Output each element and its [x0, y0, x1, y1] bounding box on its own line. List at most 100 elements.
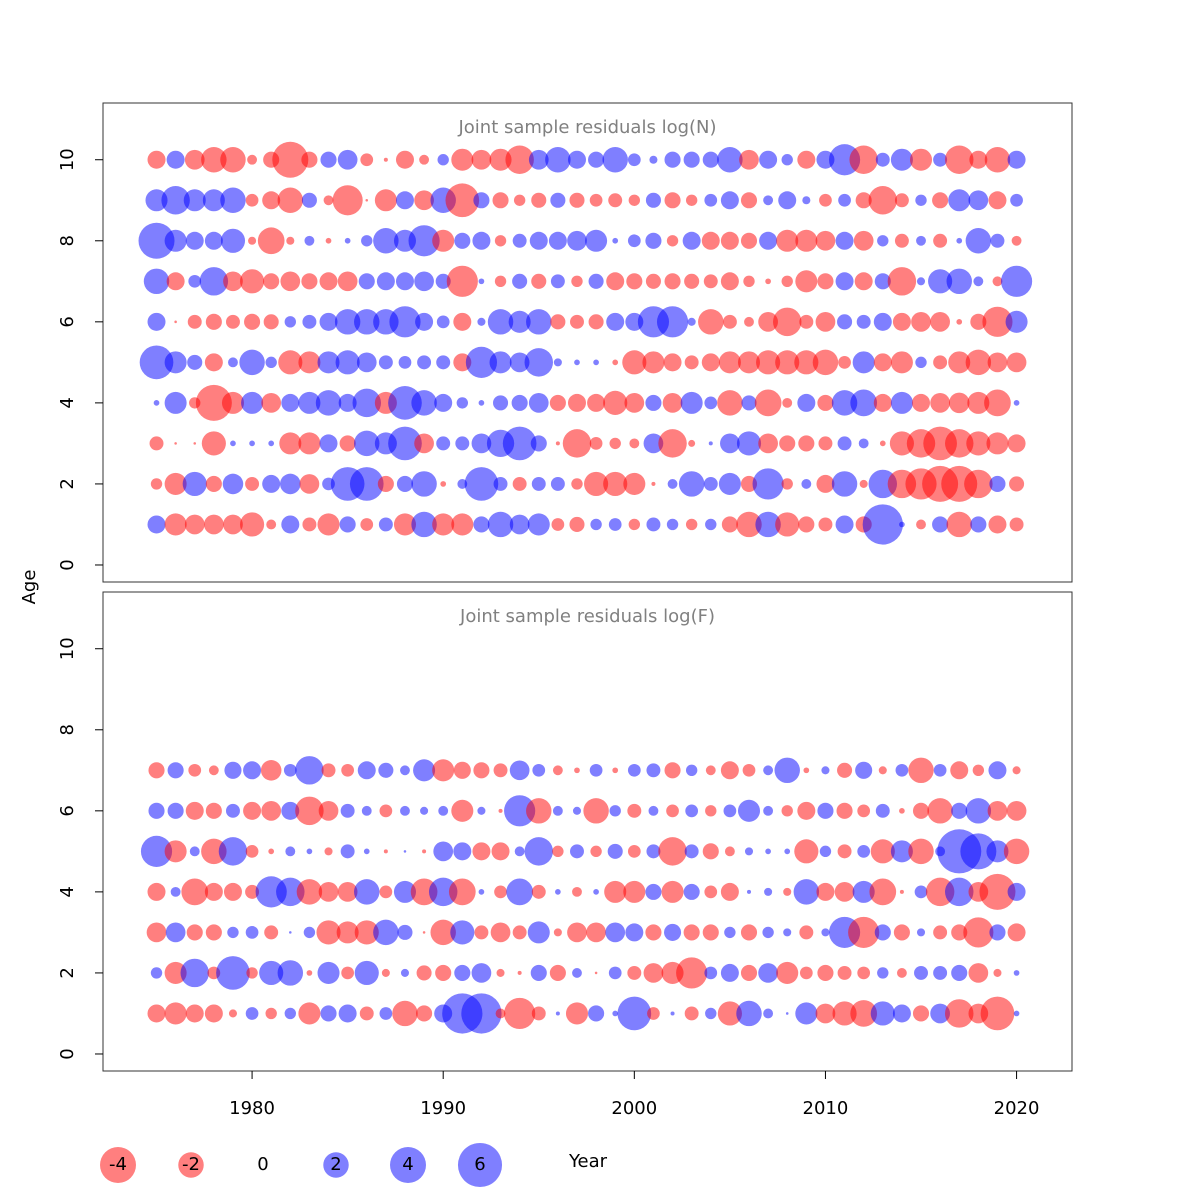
bubble: [379, 885, 393, 899]
bubble: [818, 517, 833, 532]
bubble: [590, 518, 602, 531]
bubble: [684, 355, 699, 370]
bubble: [225, 803, 240, 818]
bubble: [895, 763, 909, 777]
bubble: [531, 884, 546, 899]
bubble: [831, 471, 858, 497]
bubble: [988, 761, 1007, 780]
bubble: [400, 765, 410, 776]
bubble: [201, 431, 226, 456]
bubble: [550, 476, 565, 491]
bubble: [1005, 310, 1028, 333]
bubble: [911, 311, 931, 332]
bubble: [569, 192, 585, 208]
bubble: [545, 147, 571, 173]
bubble: [705, 1007, 717, 1020]
bubble: [612, 767, 619, 774]
bubble: [411, 511, 437, 538]
bubble: [349, 467, 384, 501]
bubble: [740, 192, 758, 209]
bubble: [802, 196, 811, 205]
bubble: [817, 394, 834, 411]
bubble: [494, 275, 507, 288]
bubble: [816, 474, 835, 493]
bubble: [819, 193, 832, 207]
bubble: [854, 272, 873, 291]
bubble: [989, 475, 1006, 492]
y-axis-label: Age: [19, 570, 40, 605]
bubble: [838, 193, 851, 207]
y-tick-label: 0: [57, 1048, 78, 1059]
bubble: [857, 804, 871, 818]
bubble: [397, 924, 413, 940]
x-tick-label: 2020: [994, 1098, 1040, 1119]
panel-frame: [102, 591, 1073, 1072]
bubble: [979, 873, 1016, 910]
bubble: [765, 278, 771, 285]
bubble: [201, 147, 227, 173]
bubble: [301, 192, 317, 208]
bubble: [956, 318, 963, 325]
bubble: [776, 961, 799, 984]
bubble: [189, 846, 200, 857]
bubble: [414, 190, 434, 211]
bubble: [221, 391, 244, 414]
bubble: [799, 925, 814, 940]
bubble: [166, 272, 185, 291]
bubble: [551, 518, 565, 531]
bubble: [571, 478, 583, 490]
bubble: [280, 271, 301, 292]
bubble: [187, 314, 202, 329]
bubble: [609, 437, 621, 450]
bubble: [354, 879, 380, 905]
bubble: [1007, 434, 1026, 453]
bubble: [164, 513, 187, 536]
bubble: [228, 357, 238, 368]
bubble: [492, 192, 509, 209]
bubble: [658, 837, 687, 866]
bubble: [286, 236, 295, 245]
bubble: [281, 393, 300, 412]
bubble: [892, 1004, 911, 1023]
bubble: [585, 229, 608, 252]
bubble: [722, 314, 737, 329]
bubble: [264, 925, 279, 940]
bubble: [837, 314, 853, 330]
bubble: [989, 924, 1006, 941]
bubble: [625, 923, 644, 942]
bubble: [608, 518, 622, 531]
bubble: [202, 189, 225, 212]
bubble: [627, 153, 641, 167]
bubble: [147, 882, 166, 901]
bubble: [454, 964, 471, 981]
bubble: [853, 230, 874, 251]
bubble: [565, 1002, 589, 1025]
y-tick-label: 10: [57, 148, 78, 171]
bubble: [663, 353, 682, 372]
bubble: [278, 350, 303, 375]
bubble: [320, 151, 337, 168]
bubble: [339, 435, 356, 452]
panel-frame: [102, 102, 1073, 583]
bubble: [247, 154, 258, 165]
bubble: [526, 798, 552, 824]
bubble: [683, 883, 700, 900]
bubble: [239, 349, 265, 376]
bubble: [720, 882, 739, 901]
bubble: [199, 267, 229, 296]
bubble: [490, 922, 511, 943]
bubble: [743, 275, 755, 288]
bubble: [763, 805, 774, 816]
bubble: [388, 386, 422, 420]
bubble: [321, 763, 336, 778]
bubble: [438, 805, 449, 816]
bubble: [473, 762, 490, 779]
bubble: [899, 521, 905, 528]
bubble: [436, 315, 450, 329]
bubble: [870, 1001, 895, 1026]
bubble: [933, 925, 948, 940]
bubble: [268, 440, 275, 447]
bubble: [332, 185, 363, 216]
bubble: [982, 306, 1013, 337]
bubble: [472, 842, 491, 861]
